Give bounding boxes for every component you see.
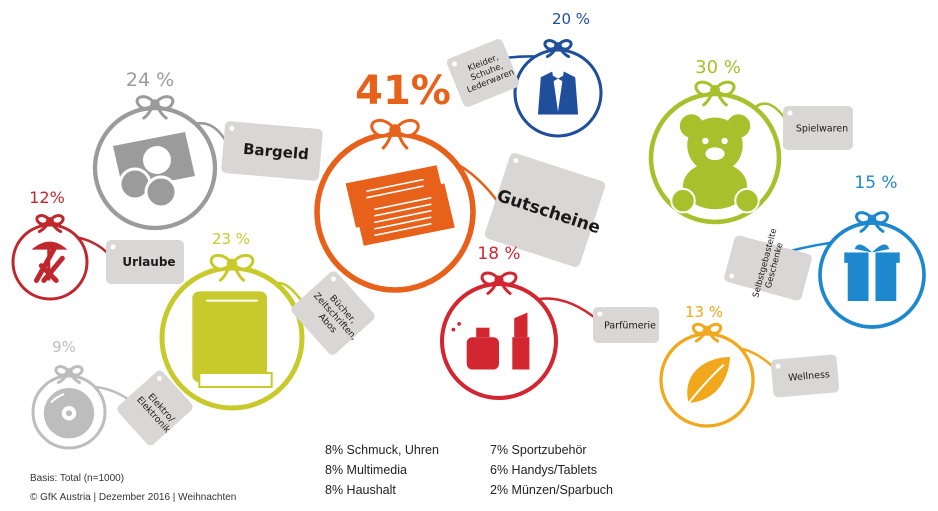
category-tag: Spielwaren <box>783 106 853 150</box>
perfume-lipstick-icon <box>451 312 530 370</box>
others-item: 2% Münzen/Sparbuch <box>490 483 613 497</box>
value-label: 23 % <box>212 230 250 248</box>
disc-icon <box>43 388 95 439</box>
bubble-bargeld: 24 % Bargeld <box>92 69 323 231</box>
bubble-spielwaren: 30 % Spielwaren <box>648 57 853 225</box>
ribbon-bow <box>691 322 723 343</box>
category-tag: Bargeld <box>221 121 323 181</box>
voucher-tickets-icon <box>345 165 455 246</box>
others-item: 6% Handys/Tablets <box>490 463 598 477</box>
book-icon <box>192 291 273 388</box>
ribbon-bow <box>209 253 255 282</box>
bubble-kleider: 20 % Kleider,Schuhe,Lederwaren <box>446 10 603 138</box>
category-label: Urlaube <box>122 255 175 269</box>
category-tag: Bücher,Zeitschriften,Abos <box>291 271 375 355</box>
category-tag: Wellness <box>770 354 840 398</box>
source-note: © GfK Austria | Dezember 2016 | Weihnach… <box>30 492 237 503</box>
teddy-bear-icon <box>670 114 760 214</box>
others-column-1: 8% Schmuck, Uhren 8% Multimedia 8% Haush… <box>325 440 439 500</box>
value-label: 41% <box>355 68 451 114</box>
category-tag: Kleider,Schuhe,Lederwaren <box>446 39 520 107</box>
category-tag: Urlaube <box>106 240 184 284</box>
category-label: Wellness <box>788 369 831 384</box>
value-label: 9% <box>52 338 76 356</box>
others-item: 7% Sportzubehör <box>490 443 587 457</box>
basis-note: Basis: Total (n=1000) <box>30 473 125 484</box>
deck-chair-icon <box>31 241 68 283</box>
value-label: 12% <box>29 188 65 207</box>
category-label: Parfümerie <box>604 320 656 331</box>
bubble-gutscheine: 41% Gutscheine <box>314 68 606 293</box>
tuxedo-icon <box>537 71 579 115</box>
ribbon-bow <box>54 365 84 385</box>
bubble-circle <box>439 281 559 401</box>
ribbon-bow <box>855 211 889 233</box>
others-item: 8% Schmuck, Uhren <box>325 443 439 457</box>
cash-coins-icon <box>113 132 195 209</box>
bubble-elektro: 9% Elektro/Elektronik <box>31 338 193 450</box>
bubble-buecher: 23 % Bücher,Zeitschriften,Abos <box>159 230 375 411</box>
value-label: 30 % <box>695 57 741 78</box>
ribbon-bow <box>694 80 736 107</box>
category-tag: Gutscheine <box>484 153 606 267</box>
value-label: 20 % <box>552 10 590 28</box>
ribbon-bow <box>370 118 420 150</box>
bubble-urlaube: 12% Urlaube <box>11 188 184 301</box>
ribbon-bow <box>135 95 175 120</box>
others-column-2: 7% Sportzubehör 6% Handys/Tablets 2% Mün… <box>490 440 613 500</box>
value-label: 18 % <box>477 244 520 264</box>
ribbon-bow <box>480 271 518 295</box>
category-label: Spielwaren <box>796 123 848 134</box>
value-label: 15 % <box>854 173 897 193</box>
bubble-parfuemerie: 18 % Parfümerie <box>439 244 659 401</box>
others-item: 8% Haushalt <box>325 483 396 497</box>
category-tag: Elektro/Elektronik <box>117 370 193 446</box>
value-label: 13 % <box>685 303 723 321</box>
gift-box-icon <box>844 244 900 301</box>
value-label: 24 % <box>126 69 174 91</box>
category-tag: Parfümerie <box>593 307 659 343</box>
leaf-icon <box>687 357 730 404</box>
category-label: Bargeld <box>242 140 309 164</box>
ribbon-bow <box>35 214 65 234</box>
others-item: 8% Multimedia <box>325 463 407 477</box>
bubble-wellness: 13 % Wellness <box>659 303 840 428</box>
ribbon-bow <box>543 39 573 59</box>
